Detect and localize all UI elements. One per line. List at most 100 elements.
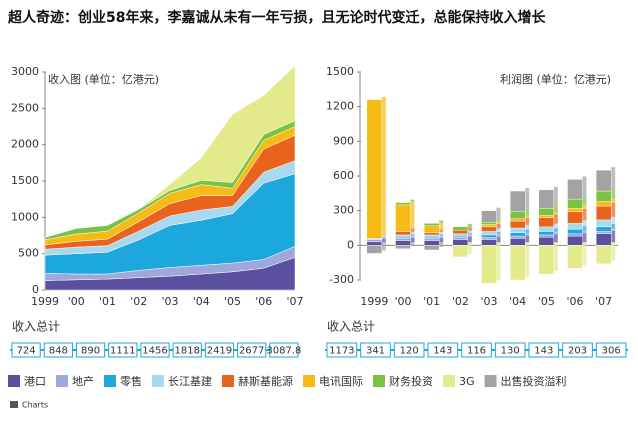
x-tick-label: '05: [538, 295, 555, 308]
bar: [567, 198, 583, 209]
bar-side: [467, 227, 472, 231]
bar-side: [496, 231, 501, 235]
y-tick-label: 1500: [11, 174, 39, 187]
bar: [452, 237, 469, 240]
bar-side: [525, 235, 530, 243]
bar: [509, 220, 526, 229]
bar: [423, 240, 440, 246]
bar: [538, 208, 555, 216]
y-tick-label: 1500: [326, 65, 354, 78]
y-tick-label: 2500: [11, 101, 39, 114]
bar: [509, 190, 526, 213]
bar-side: [496, 242, 501, 281]
bar: [366, 241, 383, 246]
bar-side: [410, 234, 415, 236]
bar-side: [410, 235, 415, 238]
bar-side: [410, 201, 415, 229]
bar: [567, 179, 583, 200]
bar: [395, 238, 411, 241]
bar-side: [525, 225, 530, 230]
bar-side: [410, 199, 415, 202]
bar-side: [582, 226, 587, 231]
totals-cell: [108, 342, 138, 358]
bar-side: [496, 223, 501, 229]
x-tick-label: '01: [423, 295, 440, 308]
bar: [538, 237, 555, 246]
bar: [395, 234, 411, 238]
bar: [423, 234, 440, 238]
bar: [538, 226, 555, 232]
bar-side: [381, 242, 386, 251]
bar-side: [467, 236, 472, 243]
totals-value: 2677: [239, 346, 264, 357]
x-tick-label: 1999: [31, 295, 59, 308]
bar: [509, 232, 526, 237]
bar: [423, 232, 440, 236]
bar: [452, 239, 469, 246]
bar-side: [582, 230, 587, 234]
totals-value: 116: [467, 346, 486, 357]
totals-cell: [562, 342, 593, 358]
bar-side: [439, 242, 444, 247]
bar: [567, 208, 583, 213]
totals-cell: [75, 342, 106, 358]
bar: [452, 230, 469, 234]
bar: [595, 226, 612, 232]
bar: [423, 238, 440, 241]
x-tick-label: '01: [99, 295, 116, 308]
bar: [509, 235, 526, 239]
bar: [595, 245, 612, 265]
bar: [395, 240, 411, 246]
bar-side: [525, 229, 530, 234]
legend-swatch: [152, 375, 164, 387]
bar-side: [525, 218, 530, 225]
bar-side: [582, 242, 587, 266]
legend-label: 港口: [24, 375, 46, 388]
bar: [538, 215, 555, 218]
bar-side: [582, 208, 587, 221]
totals-value: 2419: [207, 346, 232, 357]
y-tick-label: 500: [18, 247, 39, 260]
legend-label: 3G: [459, 375, 475, 388]
bar-side: [381, 96, 386, 236]
bar: [509, 245, 526, 281]
y-tick-label: 600: [333, 169, 354, 182]
bar: [595, 231, 612, 234]
y-tick-label: 300: [333, 204, 354, 217]
y-tick-label: 0: [32, 283, 39, 296]
bar-side: [467, 233, 472, 235]
bar: [567, 245, 583, 269]
bar: [538, 234, 555, 238]
totals-value: 1818: [174, 346, 199, 357]
bar-side: [467, 242, 472, 254]
bar: [481, 226, 497, 232]
bar-side: [439, 229, 444, 232]
bar: [452, 233, 469, 237]
bar-side: [553, 212, 558, 215]
bar: [423, 245, 440, 251]
bar: [595, 205, 612, 221]
legend-swatch: [303, 375, 315, 387]
legend-label: 赫斯基能源: [238, 374, 293, 388]
bar-side: [611, 203, 616, 217]
bar-side: [582, 196, 587, 206]
bar-side: [582, 176, 587, 197]
legend-label: 零售: [120, 374, 142, 388]
legend-label: 财务投资: [389, 374, 433, 388]
bar-side: [525, 215, 530, 219]
bar: [567, 223, 583, 230]
bar-side: [496, 207, 501, 220]
totals-value: 203: [568, 346, 587, 357]
footer-logo: [10, 401, 18, 408]
bar: [481, 245, 497, 284]
totals-cell: [269, 342, 299, 358]
bar: [423, 223, 440, 226]
x-tick-label: '05: [224, 295, 241, 308]
x-tick-label: '02: [130, 295, 147, 308]
x-tick-label: '00: [394, 295, 411, 308]
totals-value: 848: [49, 346, 68, 357]
bar-side: [582, 233, 587, 243]
x-tick-label: '02: [452, 295, 469, 308]
bar: [481, 237, 497, 240]
bar-side: [611, 216, 616, 224]
